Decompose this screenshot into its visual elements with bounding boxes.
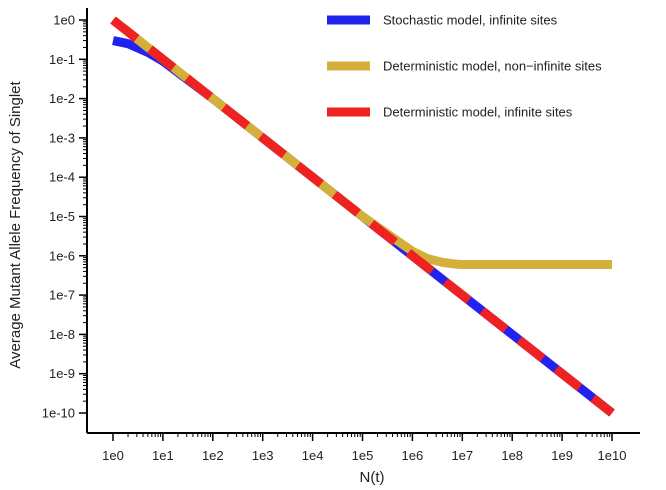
y-tick-label: 1e-4 (49, 170, 75, 185)
y-tick-label: 1e-8 (49, 327, 75, 342)
y-tick-label: 1e-2 (49, 91, 75, 106)
y-tick-label: 1e-10 (42, 406, 75, 421)
y-axis-label: Average Mutant Allele Frequency of Singl… (7, 80, 24, 368)
y-tick-label: 1e0 (53, 13, 75, 28)
series-line-3 (110, 16, 615, 417)
series (110, 16, 615, 417)
series-line-2 (110, 16, 612, 270)
legend-label-2: Deterministic model, non−infinite sites (383, 59, 602, 74)
ticks: 1e0 1e1 1e2 1e3 1e4 1e5 1e6 1e7 1e8 1e9 1e10 1e-10 1… (42, 13, 627, 464)
x-tick-label: 1e4 (302, 448, 324, 463)
x-tick-label: 1e10 (598, 448, 627, 463)
y-tick-label: 1e-6 (49, 248, 75, 263)
x-tick-label: 1e6 (402, 448, 424, 463)
x-tick-label: 1e5 (352, 448, 374, 463)
y-tick-label: 1e-1 (49, 52, 75, 67)
y-tick-label: 1e-9 (49, 366, 75, 381)
x-tick-label: 1e0 (102, 448, 124, 463)
y-tick-label: 1e-7 (49, 288, 75, 303)
x-tick-label: 1e7 (451, 448, 473, 463)
y-tick-label: 1e-3 (49, 130, 75, 145)
x-tick-label: 1e8 (501, 448, 523, 463)
x-tick-label: 1e2 (202, 448, 224, 463)
legend: Stochastic model, infinite sites Determin… (327, 13, 602, 120)
x-axis-label: N(t) (360, 469, 385, 486)
y-tick-label: 1e-5 (49, 209, 75, 224)
x-tick-label: 1e3 (252, 448, 274, 463)
x-tick-label: 1e1 (152, 448, 174, 463)
legend-label-1: Stochastic model, infinite sites (383, 13, 558, 28)
legend-label-3: Deterministic model, infinite sites (383, 105, 573, 120)
x-tick-label: 1e9 (551, 448, 573, 463)
